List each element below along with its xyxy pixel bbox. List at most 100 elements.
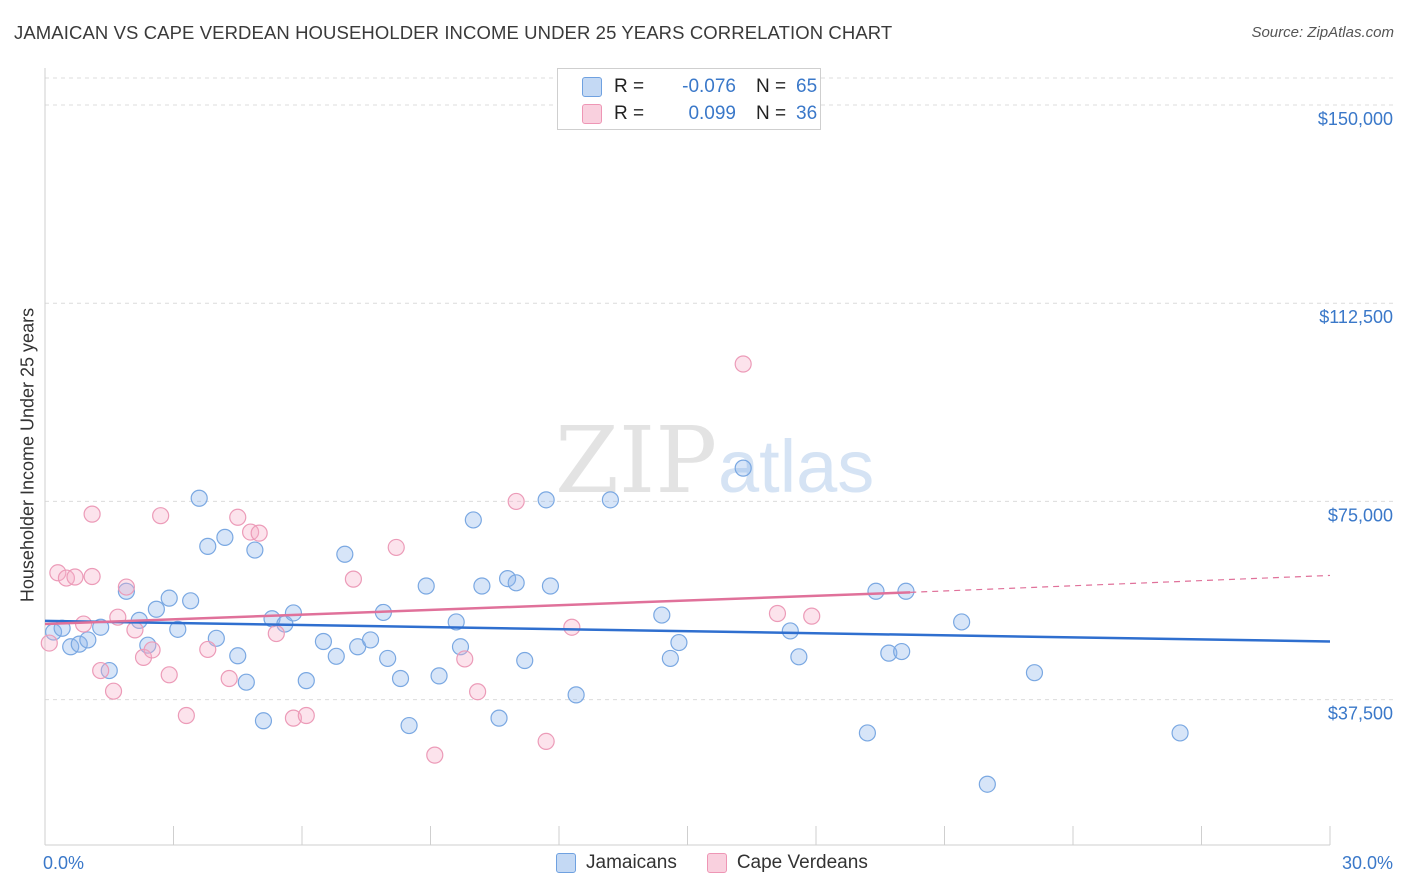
jamaican-point <box>216 528 234 546</box>
jamaican-point <box>978 775 996 793</box>
jamaican-trend-line <box>44 619 1331 643</box>
capeverdean-point <box>83 567 101 586</box>
watermark-zip: ZIP <box>555 407 717 514</box>
legend-row-capeverdean: R = 0.099 N = 36 <box>582 100 817 128</box>
jamaicans-legend-swatch <box>556 853 576 873</box>
jamaican-point <box>734 459 752 477</box>
jamaican-point <box>537 491 555 509</box>
capeverdean-point <box>734 355 752 373</box>
jamaican-point <box>867 582 885 600</box>
jamaican-point <box>400 716 418 735</box>
axes <box>44 68 1331 846</box>
capeverdean-point <box>456 650 474 668</box>
y-tick-label: $75,000 <box>1328 505 1393 525</box>
tick-labels: $37,500 $75,000 $112,500 $150,000 0.0% 30.0% <box>43 109 1393 873</box>
capeverdean-point <box>250 524 268 542</box>
capeverdean-point <box>92 661 110 680</box>
jamaican-point <box>499 569 517 588</box>
watermark-atlas: atlas <box>718 425 874 508</box>
jamaican-point <box>567 686 585 704</box>
capeverdean-point <box>152 507 170 525</box>
jamaican-point <box>430 667 448 685</box>
jamaican-point <box>70 635 88 653</box>
y-tick-label: $37,500 <box>1328 704 1393 724</box>
jamaican-point <box>880 644 898 662</box>
capeverdean-point <box>83 505 101 523</box>
jamaican-point <box>473 577 491 595</box>
jamaican-point <box>182 592 200 610</box>
capeverdean-point <box>344 570 362 588</box>
capeverdean-point <box>267 624 285 643</box>
y-tick-label: $150,000 <box>1318 109 1393 129</box>
jamaican-point <box>464 511 482 529</box>
jamaican-point <box>199 537 217 555</box>
capeverdean-point <box>40 634 58 652</box>
capeverdean-point <box>284 709 303 727</box>
capeverdean-point <box>426 746 444 764</box>
jamaican-point <box>858 724 877 742</box>
jamaican-point <box>117 582 135 600</box>
legend-row-jamaican: R = -0.076 N = 65 <box>582 73 817 101</box>
capeverdean-trend-extension <box>910 574 1331 593</box>
capeverdean-point <box>199 640 217 659</box>
grid-lines <box>45 77 1395 701</box>
jamaican-point <box>1025 664 1044 682</box>
jamaican-point <box>417 577 435 595</box>
legend-item-jamaicans[interactable]: Jamaicans <box>556 852 677 874</box>
jamaican-point <box>391 669 410 688</box>
capeverdean-point <box>537 732 555 751</box>
jamaican-point <box>1171 724 1189 742</box>
jamaican-point <box>229 647 247 665</box>
jamaican-r-value: -0.076 <box>682 76 736 97</box>
jamaican-point <box>361 631 380 649</box>
jamaicans-legend-label: Jamaicans <box>586 852 677 873</box>
capeverdean-n-label: N = <box>756 103 787 124</box>
jamaican-point <box>327 647 345 665</box>
jamaican-n-value: 65 <box>796 76 818 97</box>
jamaican-points <box>44 459 1189 793</box>
legend-item-capeverdeans[interactable]: Cape Verdeans <box>706 852 868 874</box>
watermark: ZIP atlas <box>555 407 874 514</box>
jamaican-point <box>516 651 534 670</box>
jamaican-point <box>601 491 620 509</box>
capeverdean-point <box>126 621 144 639</box>
jamaican-point <box>297 672 315 690</box>
capeverdean-point <box>66 568 84 586</box>
capeverdean-point <box>229 508 247 526</box>
capeverdean-point <box>177 706 195 725</box>
capeverdean-point <box>297 706 315 725</box>
capeverdean-point <box>803 607 821 625</box>
jamaican-point <box>190 489 208 507</box>
jamaican-point <box>670 633 688 652</box>
jamaican-point <box>541 577 560 595</box>
capeverdean-point <box>57 569 76 587</box>
capeverdean-point <box>117 578 135 596</box>
jamaican-point <box>284 604 303 622</box>
capeverdean-n-value: 36 <box>796 103 818 124</box>
capeverdean-point <box>242 523 260 541</box>
capeverdean-swatch <box>582 104 602 124</box>
capeverdean-r-label: R = <box>614 103 645 124</box>
x-tick-label: 0.0% <box>43 853 84 873</box>
series-legend: Jamaicans Cape Verdeans <box>556 852 898 874</box>
jamaican-point <box>447 613 465 631</box>
capeverdean-point <box>160 666 178 684</box>
capeverdean-point <box>387 538 405 557</box>
jamaican-point <box>490 709 508 727</box>
jamaican-point <box>169 620 187 638</box>
jamaican-point <box>507 574 525 592</box>
capeverdean-point <box>507 492 525 511</box>
capeverdean-point <box>104 682 123 700</box>
capeverdean-point <box>768 604 787 623</box>
capeverdean-point <box>143 641 161 659</box>
y-axis-label: Householder Income Under 25 years <box>17 307 38 603</box>
jamaican-point <box>661 649 679 668</box>
jamaican-point <box>790 648 808 666</box>
jamaican-point <box>781 622 799 640</box>
capeverdean-r-value: 0.099 <box>688 103 736 124</box>
jamaican-point <box>237 673 255 691</box>
jamaican-point <box>246 541 264 559</box>
x-tick-label: 30.0% <box>1342 853 1393 873</box>
capeverdeans-legend-swatch <box>706 853 727 873</box>
